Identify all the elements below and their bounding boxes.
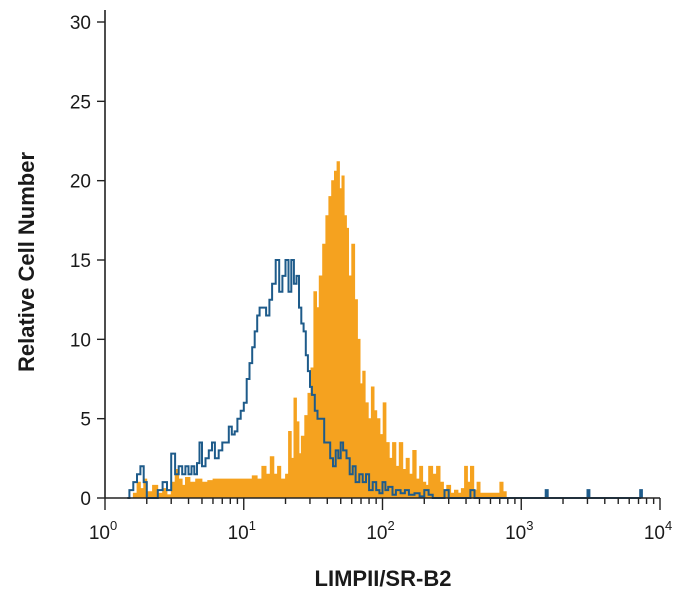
axes [104, 10, 660, 499]
plot-area [127, 161, 643, 499]
x-tick-exponent: 4 [665, 518, 672, 533]
y-tick-label: 20 [70, 172, 91, 193]
x-tick-label: 102 [366, 518, 394, 544]
x-tick-label: 101 [228, 518, 256, 544]
series-0-filled-histogram [132, 161, 507, 499]
x-tick-label: 103 [505, 518, 533, 544]
y-tick-label: 5 [80, 410, 91, 431]
y-axis-title: Relative Cell Number [14, 152, 39, 373]
y-tick-label: 15 [70, 251, 91, 272]
x-tick-exponent: 3 [526, 518, 533, 533]
x-tick-label: 104 [644, 518, 672, 544]
x-axis-title: LIMPII/SR-B2 [315, 566, 452, 591]
y-tick-label: 30 [70, 13, 91, 34]
series-1-outline-histogram [127, 259, 643, 499]
y-tick-label: 25 [70, 92, 91, 113]
x-tick-exponent: 0 [110, 518, 117, 533]
y-ticks: 0 5 10 15 20 25 30 [70, 13, 105, 510]
y-tick-label: 10 [70, 330, 91, 351]
x-tick-label: 100 [89, 518, 117, 544]
x-ticks: 100 101 102 103 104 [89, 498, 672, 544]
x-tick-exponent: 2 [387, 518, 394, 533]
y-tick-label: 0 [80, 489, 91, 510]
x-tick-exponent: 1 [249, 518, 256, 533]
